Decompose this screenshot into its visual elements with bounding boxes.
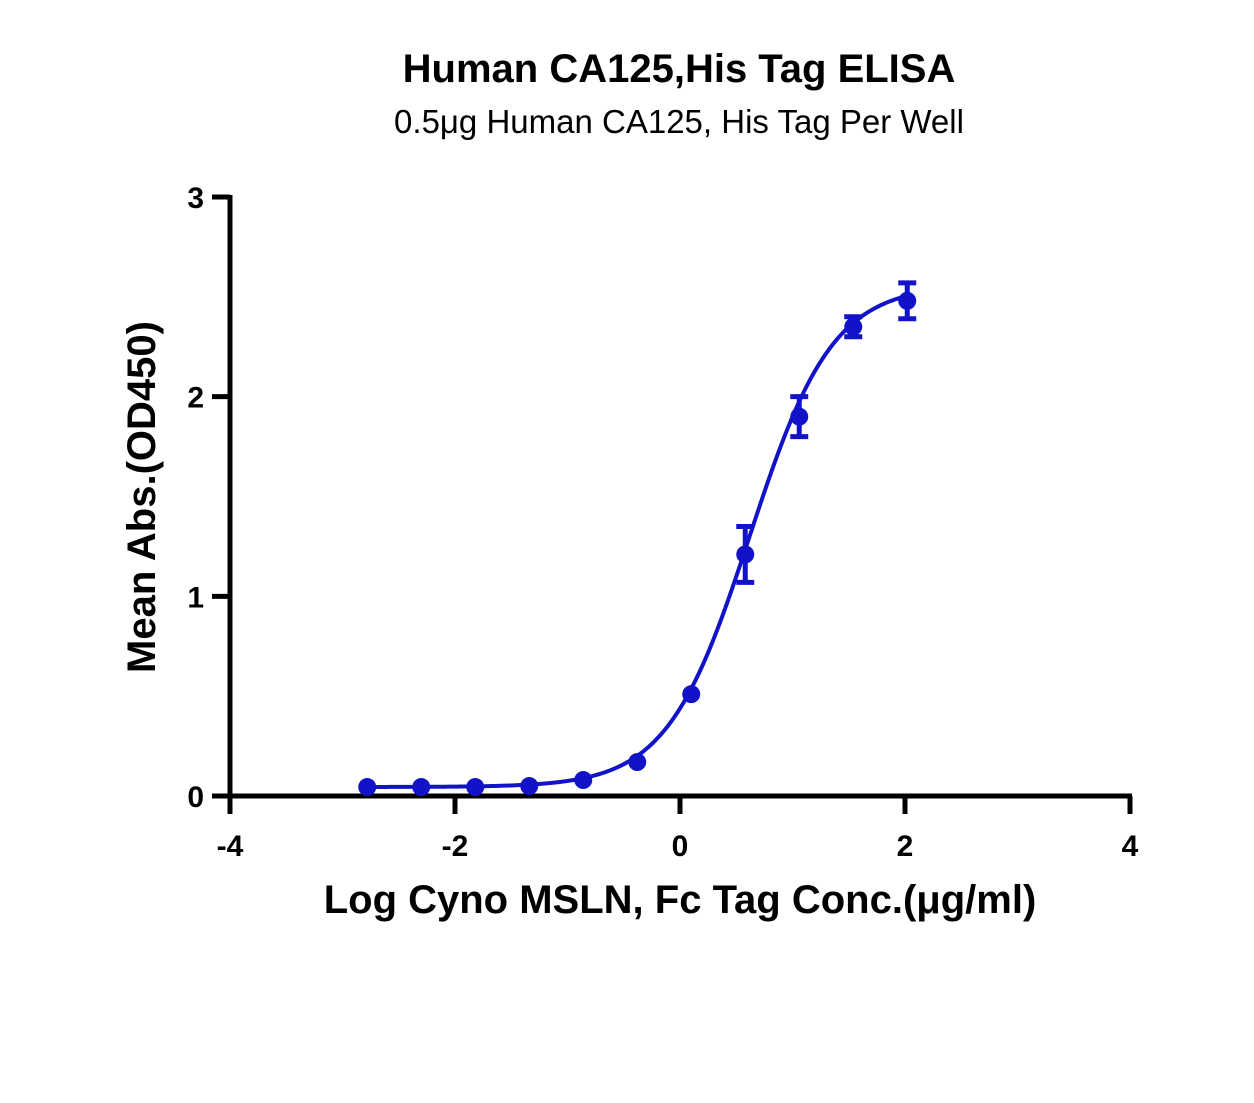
x-tick-label-1: -2 xyxy=(442,830,469,863)
axes: -4 -2 0 2 4 0 1 2 3 xyxy=(187,182,1138,863)
data-point-3 xyxy=(520,777,539,796)
chart-title: Human CA125,His Tag ELISA xyxy=(403,47,956,91)
fit-curve xyxy=(367,293,908,789)
data-point-8 xyxy=(790,407,809,426)
x-tick-label-2: 0 xyxy=(672,830,689,863)
data-point-7 xyxy=(736,545,755,564)
data-point-1 xyxy=(412,778,431,797)
data-point-10 xyxy=(898,291,917,310)
y-tick-label-1: 1 xyxy=(187,581,204,614)
x-tick-label-4: 4 xyxy=(1122,830,1139,863)
data-points-layer xyxy=(358,280,917,797)
fit-curve-layer xyxy=(367,293,908,789)
x-tick-label-0: -4 xyxy=(217,830,244,863)
data-point-2 xyxy=(466,778,485,797)
x-axis-label: Log Cyno MSLN, Fc Tag Conc.(μg/ml) xyxy=(324,878,1037,922)
y-tick-label-2: 2 xyxy=(187,382,204,415)
chart-subtitle: 0.5μg Human CA125, His Tag Per Well xyxy=(394,103,964,140)
data-point-6 xyxy=(682,685,701,704)
y-tick-label-3: 3 xyxy=(187,182,204,215)
y-tick-label-0: 0 xyxy=(187,781,204,814)
x-tick-label-3: 2 xyxy=(897,830,914,863)
y-axis-label: Mean Abs.(OD450) xyxy=(120,321,164,673)
data-point-4 xyxy=(574,771,593,790)
data-point-5 xyxy=(628,753,647,772)
data-point-9 xyxy=(844,317,863,336)
data-point-0 xyxy=(358,778,377,797)
